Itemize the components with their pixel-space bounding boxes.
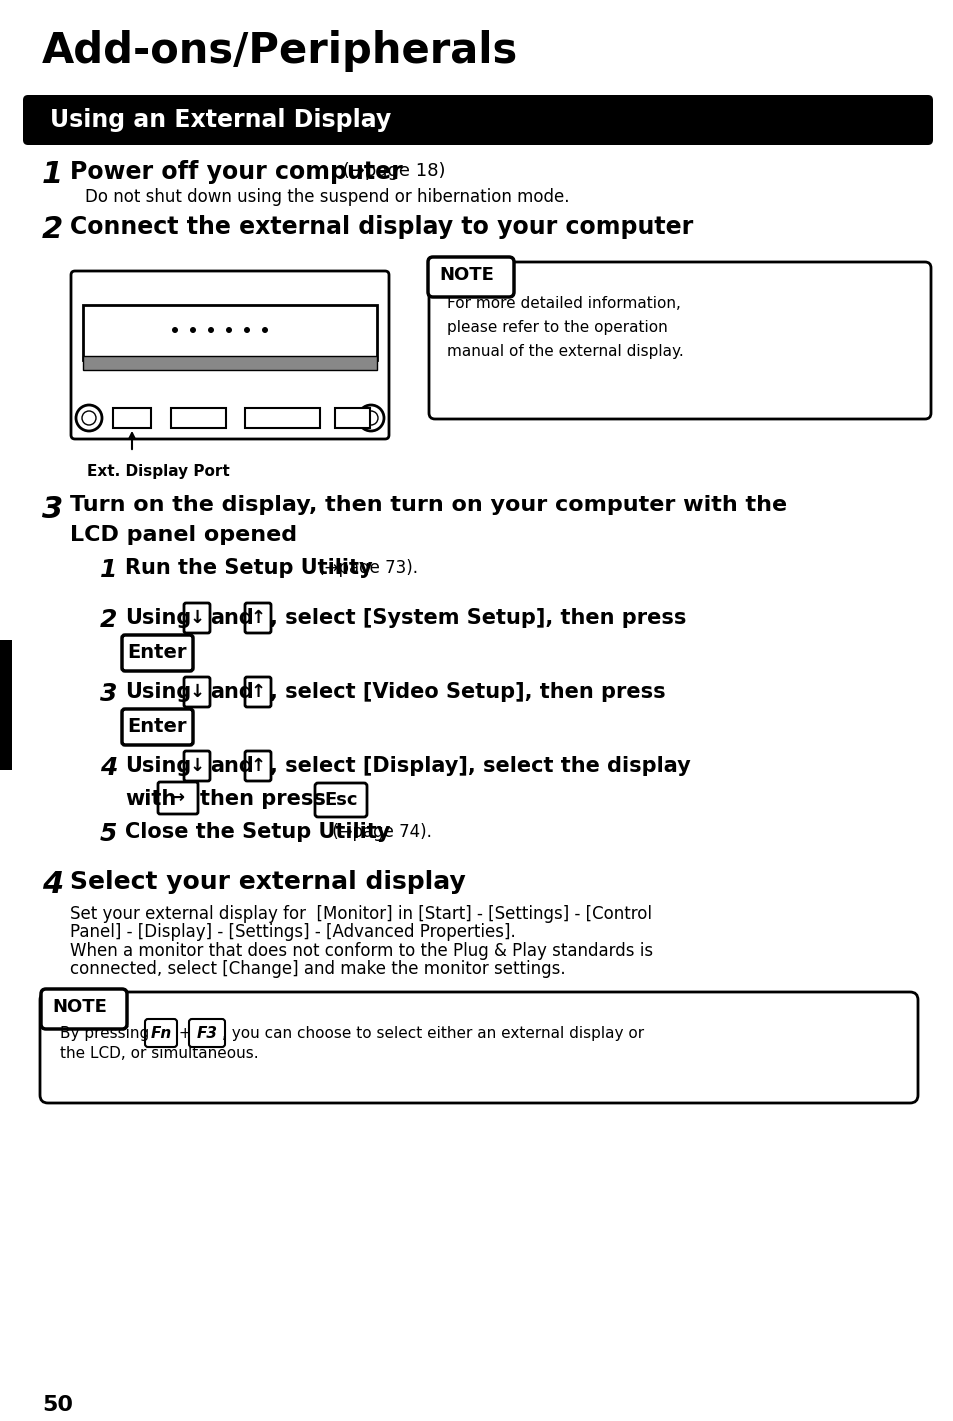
Text: 4: 4 [42, 870, 63, 899]
FancyBboxPatch shape [71, 271, 389, 439]
Text: Fn: Fn [151, 1026, 172, 1040]
FancyBboxPatch shape [245, 603, 271, 632]
Text: , select [System Setup], then press: , select [System Setup], then press [270, 608, 685, 628]
Text: NOTE: NOTE [52, 998, 107, 1016]
Text: LCD panel opened: LCD panel opened [70, 524, 296, 546]
Text: 3: 3 [100, 682, 117, 706]
FancyBboxPatch shape [184, 603, 210, 632]
Text: Do not shut down using the suspend or hibernation mode.: Do not shut down using the suspend or hi… [85, 188, 569, 206]
Text: ↑: ↑ [251, 610, 265, 627]
Circle shape [172, 327, 178, 333]
Text: and: and [210, 682, 253, 702]
FancyBboxPatch shape [428, 257, 514, 297]
FancyBboxPatch shape [40, 992, 917, 1103]
Text: For more detailed information,
please refer to the operation
manual of the exter: For more detailed information, please re… [447, 296, 683, 360]
FancyBboxPatch shape [83, 306, 376, 360]
Text: , select [Display], select the display: , select [Display], select the display [270, 756, 690, 776]
FancyBboxPatch shape [184, 752, 210, 782]
FancyBboxPatch shape [145, 1019, 177, 1047]
Text: 3: 3 [42, 495, 63, 524]
Text: Run the Setup Utility: Run the Setup Utility [125, 558, 373, 578]
FancyBboxPatch shape [184, 676, 210, 708]
Text: Enter: Enter [128, 718, 187, 736]
Text: Ext. Display Port: Ext. Display Port [87, 465, 230, 479]
FancyBboxPatch shape [122, 709, 193, 745]
Text: Esc: Esc [324, 791, 357, 809]
Text: (→page 74).: (→page 74). [327, 823, 432, 841]
Text: Using: Using [125, 608, 191, 628]
Text: , you can choose to select either an external display or: , you can choose to select either an ext… [222, 1026, 643, 1042]
Bar [0, 639, 12, 770]
FancyBboxPatch shape [245, 408, 319, 428]
Text: Add-ons/Peripherals: Add-ons/Peripherals [42, 30, 517, 72]
FancyBboxPatch shape [189, 1019, 225, 1047]
Circle shape [262, 327, 268, 333]
Text: 1: 1 [100, 558, 117, 583]
Text: ↓: ↓ [190, 757, 204, 774]
Text: 1: 1 [42, 161, 63, 189]
Text: ↓: ↓ [190, 684, 204, 701]
Text: When a monitor that does not conform to the Plug & Play standards is: When a monitor that does not conform to … [70, 942, 653, 961]
Text: and: and [210, 608, 253, 628]
FancyBboxPatch shape [158, 782, 198, 814]
Text: Select your external display: Select your external display [70, 870, 465, 894]
Circle shape [244, 327, 250, 333]
Text: 4: 4 [100, 756, 117, 780]
Circle shape [208, 327, 213, 333]
Text: (→page 18): (→page 18) [336, 162, 445, 180]
FancyBboxPatch shape [335, 408, 370, 428]
Circle shape [357, 405, 384, 431]
Text: →: → [171, 789, 186, 807]
Text: 5: 5 [100, 821, 117, 845]
Text: the LCD, or simultaneous.: the LCD, or simultaneous. [60, 1046, 258, 1061]
Text: and: and [210, 756, 253, 776]
FancyBboxPatch shape [245, 676, 271, 708]
FancyBboxPatch shape [429, 261, 930, 419]
Text: with: with [125, 789, 176, 809]
FancyBboxPatch shape [122, 635, 193, 671]
Text: ↑: ↑ [251, 757, 265, 774]
Circle shape [76, 405, 102, 431]
Text: ↓: ↓ [190, 610, 204, 627]
Text: +: + [173, 1026, 196, 1042]
Text: Turn on the display, then turn on your computer with the: Turn on the display, then turn on your c… [70, 495, 786, 514]
FancyBboxPatch shape [245, 752, 271, 782]
Text: Using: Using [125, 682, 191, 702]
FancyBboxPatch shape [112, 408, 151, 428]
Text: Using: Using [125, 756, 191, 776]
Text: (→page 73).: (→page 73). [313, 558, 417, 577]
Text: connected, select [Change] and make the monitor settings.: connected, select [Change] and make the … [70, 961, 565, 978]
Text: ↑: ↑ [251, 684, 265, 701]
Text: 50: 50 [42, 1395, 73, 1415]
Bar [83, 357, 376, 369]
Text: 2: 2 [100, 608, 117, 632]
Text: NOTE: NOTE [438, 266, 494, 284]
FancyBboxPatch shape [41, 989, 127, 1029]
Text: then press: then press [200, 789, 326, 809]
Text: 2: 2 [42, 215, 63, 244]
FancyBboxPatch shape [314, 783, 367, 817]
Text: Set your external display for  [Monitor] in [Start] - [Settings] - [Control: Set your external display for [Monitor] … [70, 905, 651, 924]
Text: Close the Setup Utility: Close the Setup Utility [125, 821, 390, 843]
Text: Panel] - [Display] - [Settings] - [Advanced Properties].: Panel] - [Display] - [Settings] - [Advan… [70, 924, 516, 941]
Circle shape [190, 327, 195, 333]
Text: , select [Video Setup], then press: , select [Video Setup], then press [270, 682, 665, 702]
Text: By pressing: By pressing [60, 1026, 154, 1042]
Text: Power off your computer: Power off your computer [70, 161, 402, 183]
Circle shape [226, 327, 232, 333]
FancyBboxPatch shape [171, 408, 226, 428]
Text: Using an External Display: Using an External Display [50, 108, 391, 132]
FancyBboxPatch shape [23, 95, 932, 145]
Text: Enter: Enter [128, 644, 187, 662]
Text: Connect the external display to your computer: Connect the external display to your com… [70, 215, 693, 239]
Text: F3: F3 [196, 1026, 217, 1040]
